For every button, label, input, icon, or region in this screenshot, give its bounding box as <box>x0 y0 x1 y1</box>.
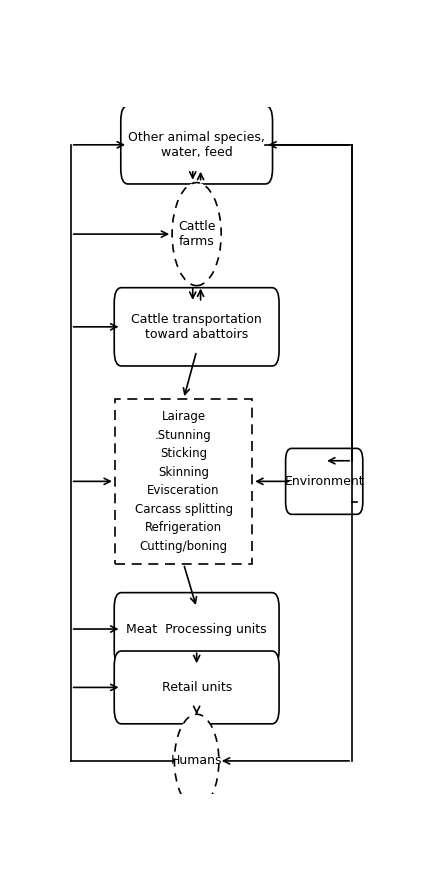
FancyBboxPatch shape <box>114 288 279 366</box>
Text: .Stunning: .Stunning <box>155 428 212 442</box>
Text: Carcass splitting: Carcass splitting <box>135 503 233 516</box>
FancyBboxPatch shape <box>286 449 363 515</box>
FancyBboxPatch shape <box>114 592 279 665</box>
Text: Retail units: Retail units <box>162 681 232 694</box>
Text: Humans: Humans <box>171 755 222 767</box>
FancyBboxPatch shape <box>121 105 273 184</box>
FancyBboxPatch shape <box>114 651 279 723</box>
Text: Lairage: Lairage <box>162 410 206 423</box>
Text: Cutting/boning: Cutting/boning <box>140 540 227 553</box>
Text: Meat  Processing units: Meat Processing units <box>126 623 267 635</box>
Text: Sticking: Sticking <box>160 447 207 460</box>
Circle shape <box>172 183 221 285</box>
Text: Refrigeration: Refrigeration <box>145 521 222 534</box>
Text: Other animal species,
water, feed: Other animal species, water, feed <box>128 131 265 159</box>
Text: Skinning: Skinning <box>158 466 209 479</box>
Text: Environment: Environment <box>284 475 364 488</box>
Circle shape <box>174 714 219 807</box>
Text: Cattle transportation
toward abattoirs: Cattle transportation toward abattoirs <box>131 313 262 341</box>
Text: Evisceration: Evisceration <box>147 484 220 497</box>
Bar <box>115 399 252 564</box>
Text: Cattle
farms: Cattle farms <box>178 220 215 248</box>
